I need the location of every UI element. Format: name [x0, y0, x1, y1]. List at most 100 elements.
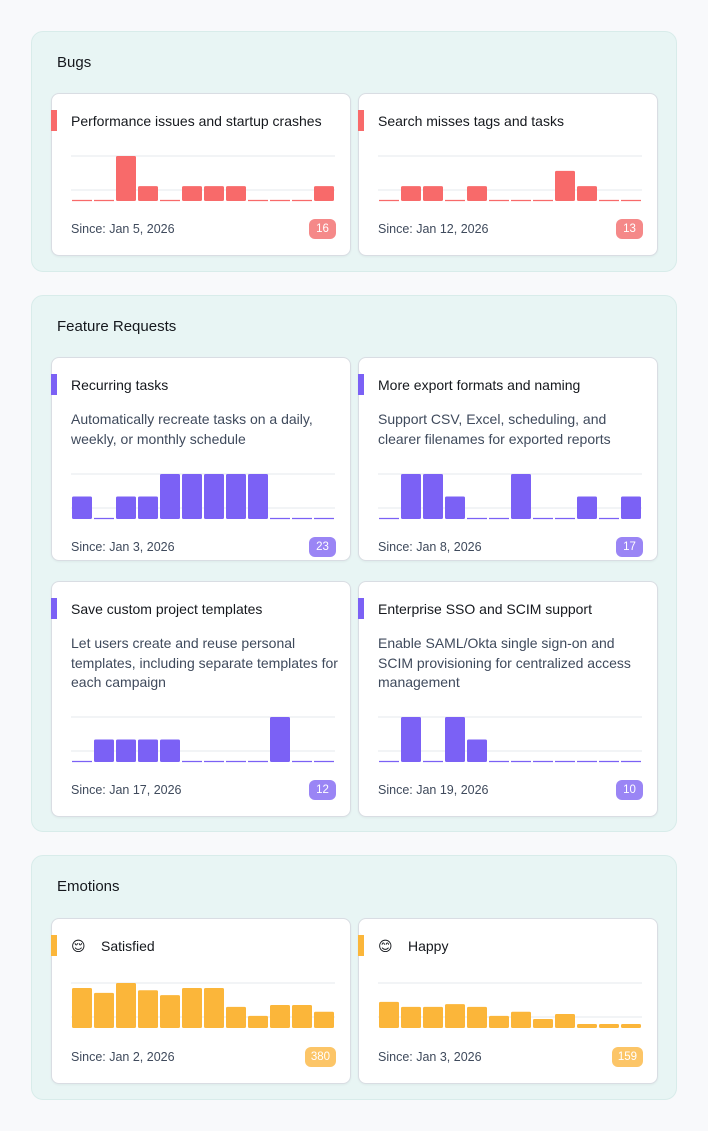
- chart-bar: [94, 992, 114, 1028]
- trend-chart: [71, 473, 335, 520]
- card-accent: [51, 598, 57, 619]
- chart-bar: [116, 739, 136, 762]
- chart-bar: [555, 1014, 575, 1028]
- chart-bar: [467, 1006, 487, 1028]
- card-description: Support CSV, Excel, scheduling, and clea…: [378, 411, 611, 447]
- chart-bar: [555, 170, 575, 201]
- chart-bar: [226, 1006, 246, 1028]
- chart-bar: [445, 717, 465, 762]
- trend-chart: [378, 155, 642, 202]
- chart-bar: [599, 1023, 619, 1028]
- chart-bar: [204, 186, 224, 201]
- chart-bar: [94, 739, 114, 762]
- card-accent: [358, 374, 364, 395]
- chart-bar: [577, 1023, 597, 1028]
- count-badge: 13: [616, 219, 643, 239]
- feedback-card[interactable]: Search misses tags and tasks Since: Jan …: [358, 93, 658, 256]
- card-title: More export formats and naming: [378, 377, 581, 393]
- bugs-section: Bugs Performance issues and startup cras…: [31, 31, 677, 272]
- feedback-card[interactable]: 😊 Happy Since: Jan 3, 2026 159: [358, 918, 658, 1084]
- chart-bar: [423, 474, 443, 519]
- section-title: Feature Requests: [57, 318, 177, 335]
- chart-bar: [445, 1004, 465, 1028]
- card-description: Automatically recreate tasks on a daily,…: [71, 411, 313, 447]
- count-badge: 23: [309, 537, 336, 557]
- card-description: Let users create and reuse personal temp…: [71, 635, 338, 690]
- chart-bar: [467, 739, 487, 762]
- card-title: Enterprise SSO and SCIM support: [378, 601, 592, 617]
- chart-bar: [160, 995, 180, 1028]
- chart-bar: [116, 156, 136, 201]
- relieved-face-icon: 😌: [71, 938, 86, 954]
- chart-bar: [314, 1011, 334, 1028]
- chart-bar: [445, 496, 465, 519]
- chart-bar: [182, 987, 202, 1028]
- chart-bar: [401, 717, 421, 762]
- chart-bar: [138, 496, 158, 519]
- feedback-card[interactable]: 😌 Satisfied Since: Jan 2, 2026 380: [51, 918, 351, 1084]
- chart-bar: [511, 474, 531, 519]
- since-date: Since: Jan 17, 2026: [71, 783, 182, 797]
- card-title: 😊 Happy: [378, 938, 448, 955]
- feedback-card[interactable]: Enterprise SSO and SCIM support Enable S…: [358, 581, 658, 817]
- feedback-card[interactable]: More export formats and naming Support C…: [358, 357, 658, 561]
- smiling-face-icon: 😊: [378, 938, 393, 954]
- chart-bar: [116, 983, 136, 1028]
- chart-bar: [270, 717, 290, 762]
- count-badge: 12: [309, 780, 336, 800]
- chart-bar: [292, 1005, 312, 1028]
- card-accent: [51, 374, 57, 395]
- card-accent: [358, 935, 364, 956]
- card-title: Performance issues and startup crashes: [71, 113, 322, 129]
- since-date: Since: Jan 5, 2026: [71, 222, 175, 236]
- since-date: Since: Jan 2, 2026: [71, 1050, 175, 1064]
- trend-chart: [71, 155, 335, 202]
- chart-bar: [511, 1011, 531, 1028]
- chart-bar: [379, 1001, 399, 1028]
- count-badge: 10: [616, 780, 643, 800]
- card-description: Enable SAML/Okta single sign-on and SCIM…: [378, 635, 631, 690]
- chart-bar: [314, 186, 334, 201]
- count-badge: 16: [309, 219, 336, 239]
- chart-bar: [401, 1006, 421, 1028]
- chart-bar: [204, 474, 224, 519]
- chart-bar: [401, 474, 421, 519]
- card-title-label: Satisfied: [101, 938, 155, 954]
- trend-chart: [378, 716, 642, 763]
- chart-bar: [577, 186, 597, 201]
- card-accent: [51, 935, 57, 956]
- chart-bar: [401, 186, 421, 201]
- feedback-card[interactable]: Recurring tasks Automatically recreate t…: [51, 357, 351, 561]
- chart-bar: [621, 1023, 641, 1028]
- count-badge: 159: [611, 1047, 643, 1067]
- chart-bar: [489, 1015, 509, 1028]
- chart-bar: [577, 496, 597, 519]
- chart-bar: [226, 186, 246, 201]
- since-date: Since: Jan 3, 2026: [378, 1050, 482, 1064]
- chart-bar: [204, 987, 224, 1028]
- chart-bar: [138, 186, 158, 201]
- trend-chart: [378, 982, 642, 1028]
- since-date: Since: Jan 3, 2026: [71, 540, 175, 554]
- chart-bar: [248, 1015, 268, 1028]
- card-title: Save custom project templates: [71, 601, 263, 617]
- card-title: Recurring tasks: [71, 377, 169, 393]
- chart-bar: [248, 474, 268, 519]
- chart-bar: [423, 186, 443, 201]
- count-badge: 380: [304, 1047, 336, 1067]
- chart-bar: [138, 990, 158, 1028]
- chart-bar: [533, 1019, 553, 1028]
- section-title: Emotions: [57, 878, 120, 895]
- trend-chart: [378, 473, 642, 520]
- card-title-label: Happy: [408, 938, 449, 954]
- feedback-card[interactable]: Save custom project templates Let users …: [51, 581, 351, 817]
- count-badge: 17: [616, 537, 643, 557]
- card-title: Search misses tags and tasks: [378, 113, 564, 129]
- trend-chart: [71, 716, 335, 763]
- since-date: Since: Jan 8, 2026: [378, 540, 482, 554]
- chart-bar: [72, 496, 92, 519]
- chart-bar: [270, 1005, 290, 1028]
- feedback-card[interactable]: Performance issues and startup crashes S…: [51, 93, 351, 256]
- chart-bar: [423, 1006, 443, 1028]
- chart-bar: [621, 496, 641, 519]
